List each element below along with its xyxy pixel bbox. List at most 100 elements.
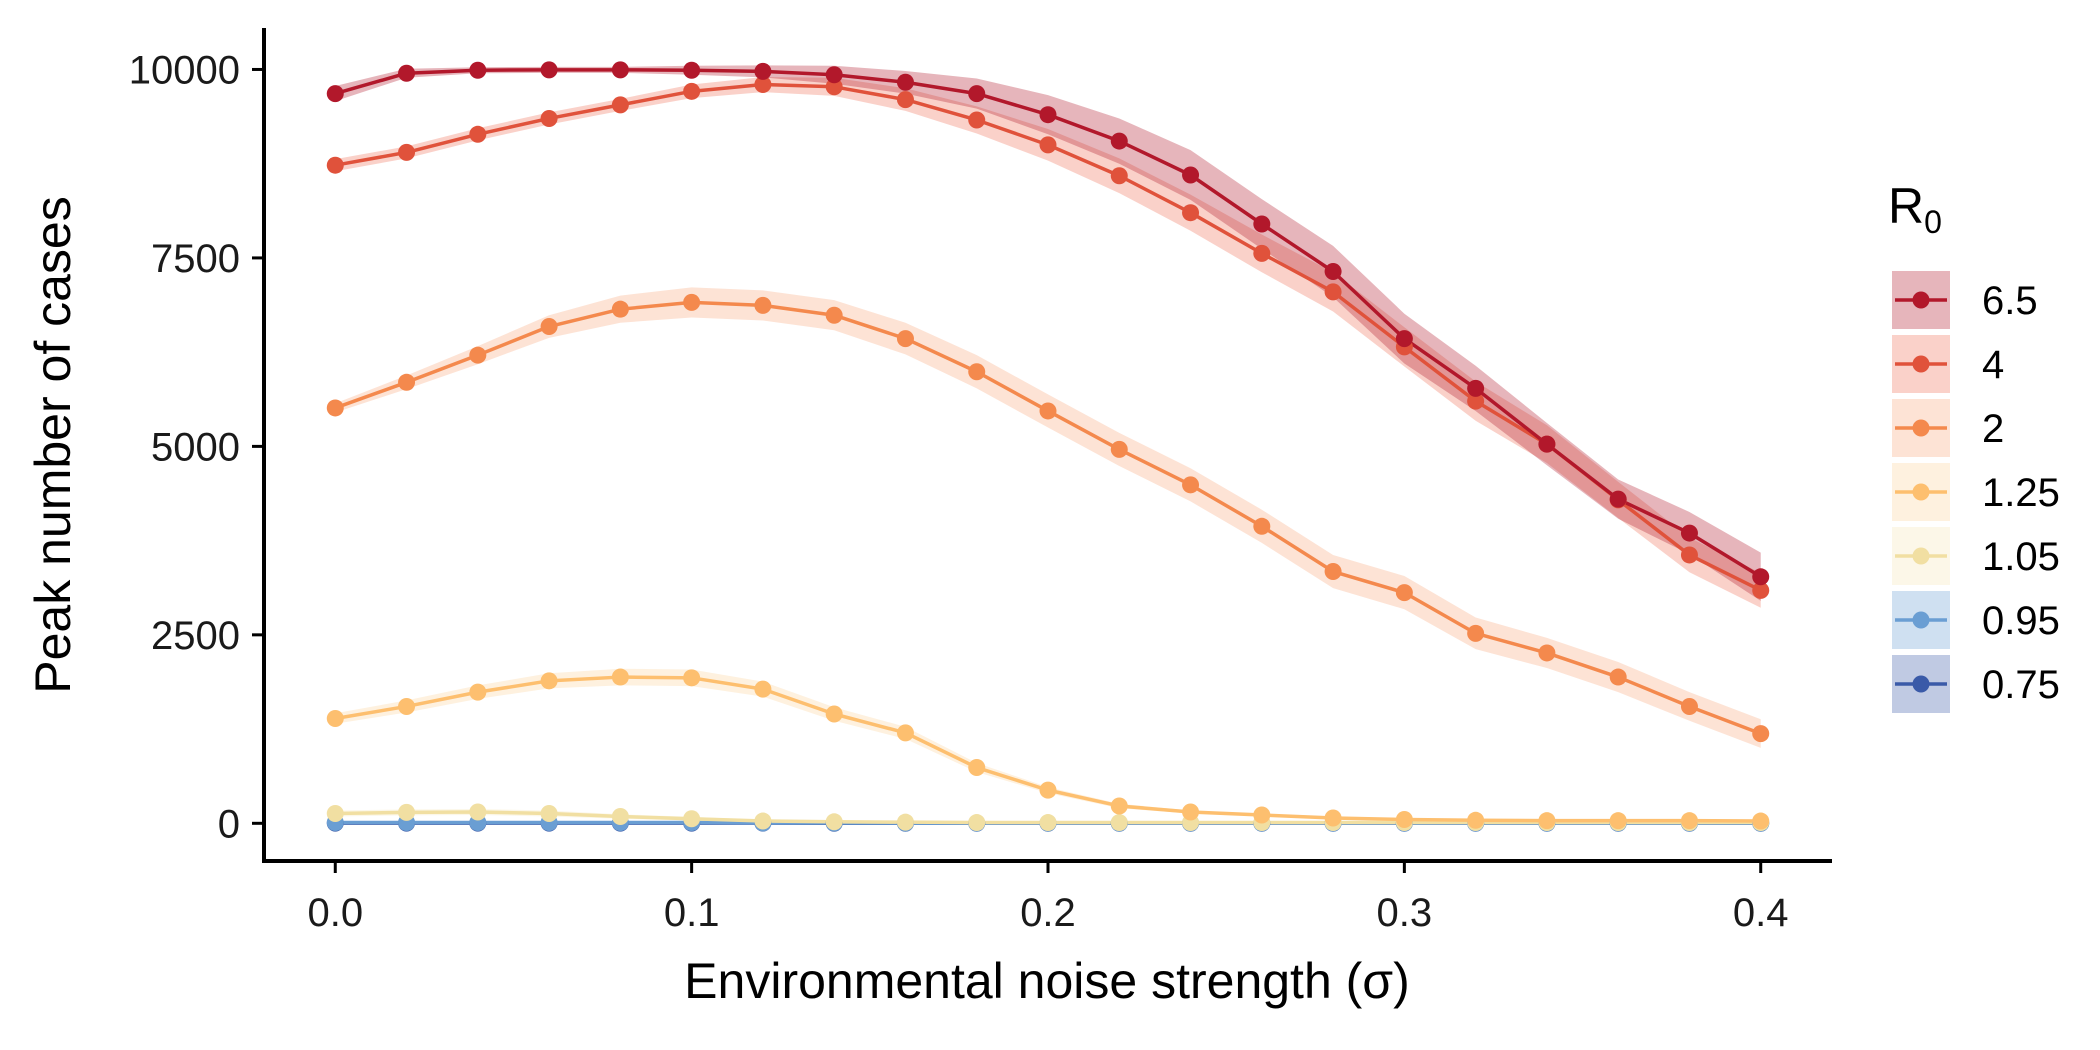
point-r0-2 [1182, 476, 1200, 494]
legend-title-subscript: 0 [1924, 204, 1942, 240]
point-r0-4 [611, 96, 629, 114]
point-r0-1-25 [754, 680, 772, 698]
point-r0-1-05 [326, 805, 344, 823]
legend-key-point [1912, 291, 1930, 309]
point-r0-4 [1253, 244, 1271, 262]
point-r0-6-5 [825, 66, 843, 84]
y-axis-title: Peak number of cases [25, 196, 81, 694]
point-r0-1-25 [611, 668, 629, 686]
y-ticks: 0 2500 5000 7500 10000 [129, 48, 264, 846]
point-r0-2 [611, 300, 629, 318]
legend-item: 2 [1892, 399, 2004, 457]
point-r0-2 [469, 346, 487, 364]
point-r0-4 [540, 109, 558, 127]
point-r0-1-05 [611, 808, 629, 826]
legend-key-point [1912, 483, 1930, 501]
point-r0-6-5 [1609, 490, 1627, 508]
x-tick-label: 0.4 [1733, 891, 1789, 935]
point-r0-1-05 [1039, 814, 1057, 832]
point-r0-2 [1538, 644, 1556, 662]
point-r0-2 [1039, 402, 1057, 420]
point-r0-1-25 [1752, 812, 1770, 830]
point-r0-2 [1680, 697, 1698, 715]
legend-item: 4 [1892, 335, 2004, 393]
legend-label: 4 [1982, 343, 2004, 387]
legend-item: 0.95 [1892, 591, 2060, 649]
legend-item: 0.75 [1892, 655, 2060, 713]
legend-label: 6.5 [1982, 279, 2038, 323]
point-r0-1-05 [968, 814, 986, 832]
point-r0-1-05 [683, 810, 701, 828]
point-r0-4 [1182, 204, 1200, 222]
point-r0-6-5 [683, 61, 701, 79]
point-r0-6-5 [540, 61, 558, 79]
x-tick-label: 0.1 [664, 891, 720, 935]
point-r0-1-25 [1538, 812, 1556, 830]
point-r0-4 [683, 82, 701, 100]
point-r0-1-25 [398, 697, 416, 715]
point-r0-4 [1110, 167, 1128, 185]
point-r0-2 [754, 296, 772, 314]
point-r0-2 [1110, 440, 1128, 458]
band-r0-1-25 [335, 668, 1761, 822]
point-r0-6-5 [1324, 262, 1342, 280]
y-tick-label: 10000 [129, 48, 240, 92]
point-r0-2 [326, 399, 344, 417]
point-r0-2 [683, 293, 701, 311]
point-r0-1-25 [968, 759, 986, 777]
x-axis-title: Environmental noise strength (σ) [684, 953, 1410, 1009]
legend-item: 1.05 [1892, 527, 2060, 585]
point-r0-2 [968, 363, 986, 381]
point-r0-4 [1680, 546, 1698, 564]
legend-key-point [1912, 547, 1930, 565]
y-tick-label: 2500 [151, 614, 240, 658]
point-r0-6-5 [1039, 106, 1057, 124]
point-r0-6-5 [1110, 132, 1128, 150]
point-r0-6-5 [896, 73, 914, 91]
point-r0-4 [896, 91, 914, 109]
point-r0-6-5 [1752, 568, 1770, 586]
point-r0-4 [825, 78, 843, 96]
point-r0-1-25 [1467, 811, 1485, 829]
legend-key-point [1912, 675, 1930, 693]
point-r0-4 [1752, 581, 1770, 599]
point-r0-1-25 [469, 683, 487, 701]
legend-label: 0.95 [1982, 599, 2060, 643]
point-r0-6-5 [968, 85, 986, 103]
point-r0-6-5 [1395, 330, 1413, 348]
point-r0-1-05 [754, 812, 772, 830]
point-r0-1-25 [1324, 809, 1342, 827]
axes: 0 2500 5000 7500 10000 0.0 0.1 0.2 0.3 0.4 [129, 28, 1832, 935]
point-r0-4 [326, 156, 344, 174]
point-r0-1-25 [1680, 812, 1698, 830]
legend-items: 6.5 4 2 1.25 1.05 0.95 0.75 [1892, 271, 2060, 713]
point-r0-6-5 [1680, 524, 1698, 542]
point-r0-6-5 [611, 61, 629, 79]
point-r0-4 [968, 111, 986, 129]
point-r0-6-5 [1182, 166, 1200, 184]
point-r0-1-05 [398, 803, 416, 821]
legend-label: 1.25 [1982, 471, 2060, 515]
point-r0-1-05 [896, 813, 914, 831]
point-r0-1-25 [1609, 812, 1627, 830]
point-r0-4 [754, 76, 772, 94]
point-r0-6-5 [469, 61, 487, 79]
point-r0-1-25 [825, 705, 843, 723]
point-r0-2 [540, 318, 558, 336]
legend-title-main: R [1888, 178, 1924, 234]
x-tick-label: 0.3 [1377, 891, 1433, 935]
point-r0-6-5 [398, 64, 416, 82]
point-r0-2 [1253, 517, 1271, 535]
y-tick-label: 0 [218, 802, 240, 846]
point-r0-4 [1324, 283, 1342, 301]
point-r0-6-5 [1538, 435, 1556, 453]
point-r0-1-25 [896, 724, 914, 742]
line-r0-2 [334, 300, 1762, 736]
legend-item: 6.5 [1892, 271, 2038, 329]
legend: R0 6.5 4 2 1.25 1.05 0.95 0.75 [1888, 178, 2060, 713]
legend-label: 1.05 [1982, 535, 2060, 579]
point-r0-1-25 [1395, 811, 1413, 829]
point-r0-1-25 [683, 669, 701, 687]
point-r0-1-25 [1039, 781, 1057, 799]
